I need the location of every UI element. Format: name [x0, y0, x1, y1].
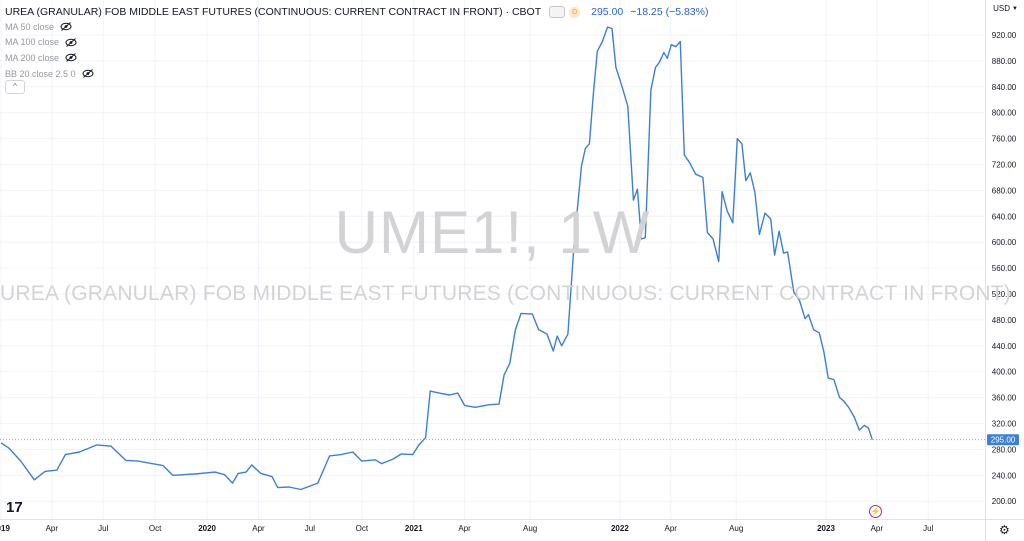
- indicator-row[interactable]: MA 200 close: [5, 50, 94, 66]
- x-tick-label: Jul: [98, 524, 108, 533]
- last-price-tag: [987, 434, 1019, 446]
- eye-off-icon[interactable]: [65, 53, 77, 63]
- x-tick-label: Jul: [305, 524, 315, 533]
- eye-off-icon[interactable]: [65, 38, 77, 47]
- lightning-icon[interactable]: ⚡: [869, 505, 882, 518]
- eye-off-icon[interactable]: [60, 22, 72, 32]
- y-tick-label: 440.00: [992, 342, 1017, 351]
- x-tick-label: Oct: [356, 524, 369, 533]
- indicator-row[interactable]: MA 50 close: [5, 19, 94, 35]
- price-series-line: [0, 26, 873, 491]
- x-tick-label: 2020: [198, 524, 216, 533]
- indicator-label: MA 100 close: [5, 37, 60, 48]
- x-tick-label: Apr: [871, 524, 884, 533]
- x-tick-label: Aug: [523, 524, 537, 533]
- watermark-name: UREA (GRANULAR) FOB MIDDLE EAST FUTURES …: [0, 282, 1012, 305]
- x-tick-label: Jul: [923, 524, 933, 533]
- y-tick-label: 920.00: [992, 31, 1017, 40]
- last-price: 295.00: [591, 6, 624, 18]
- x-tick-label: Apr: [252, 524, 265, 533]
- y-tick-label: 880.00: [992, 57, 1017, 66]
- y-tick-label: 560.00: [992, 264, 1017, 273]
- x-tick-label: Apr: [664, 524, 677, 533]
- layers-icon[interactable]: [549, 6, 566, 18]
- gear-icon[interactable]: ⚙: [999, 523, 1010, 537]
- y-tick-label: 520.00: [992, 290, 1017, 299]
- delayed-badge: D: [569, 6, 581, 18]
- y-tick-label: 240.00: [992, 471, 1017, 480]
- symbol-title[interactable]: UREA (GRANULAR) FOB MIDDLE EAST FUTURES …: [5, 6, 542, 18]
- indicator-list: MA 50 close MA 100 close MA 200 close BB 20…: [5, 19, 94, 81]
- watermark-symbol: UME1!, 1W: [334, 199, 651, 266]
- collapse-legend-button[interactable]: ^: [5, 80, 25, 94]
- y-tick-label: 840.00: [992, 83, 1017, 92]
- currency-label: USD: [993, 4, 1010, 13]
- y-tick-label: 320.00: [992, 420, 1017, 429]
- x-tick-label: Apr: [458, 524, 471, 533]
- y-tick-label: 720.00: [992, 161, 1017, 170]
- x-tick-label: 2022: [611, 524, 629, 533]
- indicator-row[interactable]: BB 20 close 2.5 0: [5, 66, 94, 82]
- y-tick-label: 280.00: [992, 445, 1017, 454]
- last-price-tag-label: 295.00: [991, 436, 1016, 445]
- x-tick-label: 2019: [0, 524, 10, 533]
- eye-off-icon[interactable]: [82, 69, 94, 78]
- indicator-label: BB 20 close 2.5 0: [5, 68, 76, 79]
- x-tick-label: 2023: [817, 524, 835, 533]
- y-tick-label: 200.00: [992, 497, 1017, 506]
- y-tick-label: 400.00: [992, 368, 1017, 377]
- y-tick-label: 360.00: [992, 394, 1017, 403]
- y-tick-label: 640.00: [992, 212, 1017, 221]
- x-tick-label: Apr: [46, 524, 59, 533]
- tradingview-logo[interactable]: 17: [6, 499, 23, 516]
- y-tick-label: 760.00: [992, 135, 1017, 144]
- y-tick-label: 800.00: [992, 109, 1017, 118]
- x-tick-label: 2021: [405, 524, 423, 533]
- x-tick-label: Oct: [149, 524, 162, 533]
- indicator-label: MA 50 close: [5, 21, 55, 32]
- indicator-label: MA 200 close: [5, 52, 60, 63]
- y-tick-label: 600.00: [992, 238, 1017, 247]
- price-change: −18.25 (−5.83%): [630, 6, 709, 18]
- chevron-down-icon: ▼: [1011, 5, 1018, 12]
- x-tick-label: Aug: [729, 524, 743, 533]
- y-tick-label: 680.00: [992, 186, 1017, 195]
- y-tick-label: 480.00: [992, 316, 1017, 325]
- currency-selector[interactable]: USD ▼: [987, 2, 1024, 15]
- chart-legend-header: UREA (GRANULAR) FOB MIDDLE EAST FUTURES …: [5, 5, 708, 19]
- indicator-row[interactable]: MA 100 close: [5, 35, 94, 51]
